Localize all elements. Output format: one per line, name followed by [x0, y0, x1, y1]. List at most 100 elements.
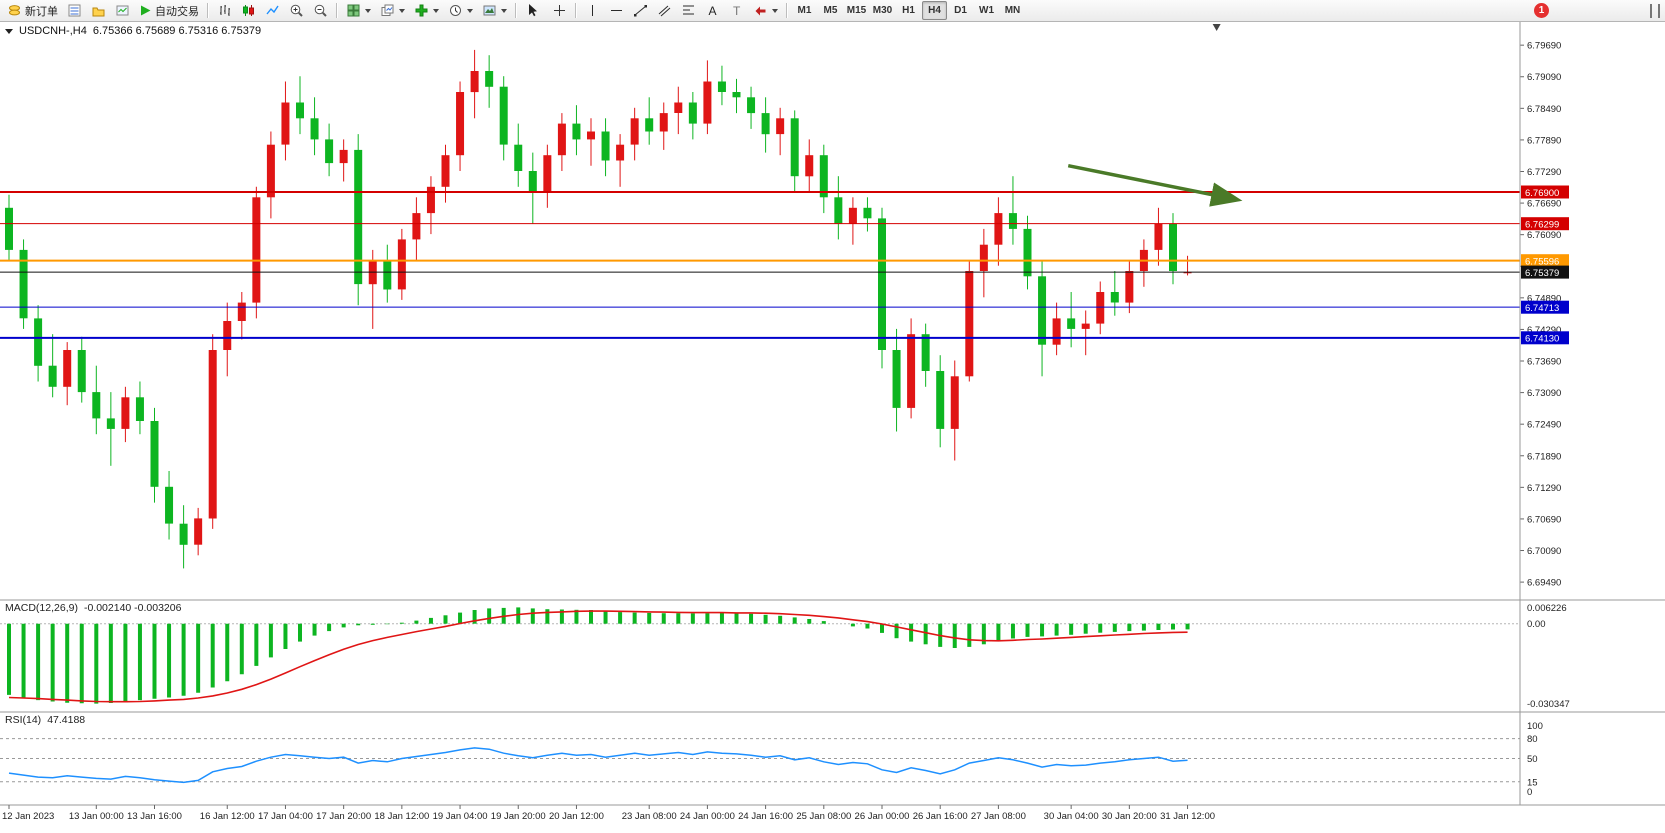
timeframe-m30-button[interactable]: M30 [870, 1, 895, 20]
timeframe-d1-button[interactable]: D1 [948, 1, 973, 20]
candle [150, 421, 159, 487]
text-tool-button[interactable]: A [701, 1, 724, 20]
label-tool-button[interactable]: T [725, 1, 748, 20]
toolbar-separator [575, 3, 577, 18]
svg-text:6.75379: 6.75379 [1525, 268, 1559, 279]
channel-icon [658, 5, 671, 17]
candle [994, 213, 1003, 245]
templates-button[interactable] [478, 1, 511, 20]
horizontal-line-tool-button[interactable] [605, 1, 628, 20]
svg-text:6.69490: 6.69490 [1527, 578, 1561, 589]
profiles-button[interactable] [376, 1, 409, 20]
vertical-line-tool-button[interactable] [581, 1, 604, 20]
timeframe-mn-button[interactable]: MN [1000, 1, 1025, 20]
svg-text:6.71290: 6.71290 [1527, 483, 1561, 494]
add-indicator-button[interactable] [410, 1, 443, 20]
chart-shift-marker[interactable] [1212, 24, 1221, 31]
price-chart[interactable]: 6.79690 6.79090 6.78490 6.77890 6.77290 6.766… [0, 22, 1665, 833]
candle [237, 302, 246, 321]
candle [441, 155, 450, 187]
candle [194, 518, 203, 545]
candle [878, 218, 886, 350]
marketwatch-icon [68, 4, 81, 17]
navigator-button[interactable] [87, 1, 110, 20]
svg-text:50: 50 [1527, 754, 1538, 765]
svg-text:6.77290: 6.77290 [1527, 167, 1561, 178]
time-axis-label: 13 Jan 16:00 [127, 811, 182, 822]
candle [208, 350, 217, 519]
periods-button[interactable] [444, 1, 477, 20]
toolbar-separator [515, 3, 517, 18]
timeframe-h1-button[interactable]: H1 [896, 1, 921, 20]
rsi-axis-labels: 100 80 50 150 [1527, 721, 1543, 798]
time-axis-label: 18 Jan 12:00 [374, 811, 429, 822]
candle [587, 131, 595, 140]
svg-text:6.74713: 6.74713 [1525, 303, 1559, 314]
chart-windows-icon [381, 4, 394, 16]
line-chart-button[interactable] [261, 1, 284, 20]
svg-text:6.74130: 6.74130 [1525, 334, 1559, 345]
toolbar-separator [786, 3, 788, 18]
terminal-button[interactable] [111, 1, 134, 20]
svg-text:6.76690: 6.76690 [1527, 199, 1561, 210]
zoom-out-button[interactable] [309, 1, 332, 20]
arrow-tool-icon [755, 6, 766, 16]
new-chart-button[interactable] [342, 1, 375, 20]
add-indicator-icon [415, 4, 428, 17]
trendline-tool-button[interactable] [629, 1, 652, 20]
candlestick-chart-button[interactable] [237, 1, 260, 20]
trend-arrow[interactable] [1067, 163, 1243, 207]
toolbar-separator [336, 3, 338, 18]
crosshair-button[interactable] [545, 1, 571, 20]
time-axis-label: 24 Jan 16:00 [738, 811, 793, 822]
candle [354, 149, 363, 285]
new-order-button[interactable]: 新订单 [3, 1, 62, 20]
timeframe-h4-button[interactable]: H4 [922, 1, 947, 20]
candle [528, 171, 537, 193]
candle [397, 239, 406, 290]
zoom-out-icon [314, 4, 327, 17]
timeframe-m15-button[interactable]: M15 [844, 1, 869, 20]
svg-text:6.72490: 6.72490 [1527, 420, 1561, 431]
candle [106, 418, 115, 429]
cursor-button[interactable] [521, 1, 544, 20]
navigator-icon [92, 7, 105, 17]
candle [310, 118, 319, 140]
time-axis-label: 30 Jan 20:00 [1102, 811, 1157, 822]
timeframe-m1-button[interactable]: M1 [792, 1, 817, 20]
time-axis[interactable]: 12 Jan 2023 13 Jan 00:00 13 Jan 16:00 16 Ja… [2, 805, 1215, 822]
notification-badge[interactable]: 1 [1534, 3, 1549, 18]
collapse-caret-icon[interactable] [5, 28, 13, 34]
candle [77, 350, 86, 393]
candle [5, 207, 13, 250]
candle [645, 118, 654, 132]
svg-text:0.006226: 0.006226 [1527, 603, 1567, 614]
price-badge [1521, 254, 1569, 268]
arrows-tool-button[interactable] [749, 1, 782, 20]
candle [1067, 318, 1076, 329]
bar-chart-button[interactable] [213, 1, 236, 20]
timeframe-w1-button[interactable]: W1 [974, 1, 999, 20]
svg-text:6.73090: 6.73090 [1527, 388, 1561, 399]
macd-signal-line [8, 610, 1188, 703]
candle [732, 92, 741, 98]
zoom-in-button[interactable] [285, 1, 308, 20]
chevron-down-icon [501, 8, 507, 13]
fibonacci-tool-button[interactable] [677, 1, 700, 20]
time-axis-label: 30 Jan 04:00 [1044, 811, 1099, 822]
candle [179, 523, 188, 545]
svg-text:6.70090: 6.70090 [1527, 546, 1561, 557]
candle [674, 102, 683, 113]
candle [499, 86, 508, 145]
clock-icon [450, 5, 461, 16]
toolbar-overflow-handle[interactable] [1650, 3, 1660, 18]
candle [296, 102, 304, 119]
candle [325, 139, 334, 164]
autotrading-button[interactable]: 自动交易 [135, 1, 203, 20]
timeframe-m5-button[interactable]: M5 [818, 1, 843, 20]
channel-tool-button[interactable] [653, 1, 676, 20]
marketwatch-button[interactable] [63, 1, 86, 20]
candle [165, 486, 174, 524]
candle [121, 397, 130, 429]
candle [135, 397, 144, 421]
